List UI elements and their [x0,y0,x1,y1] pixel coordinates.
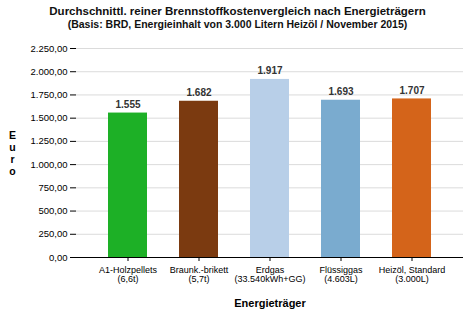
svg-text:Erdgas(33.540kWh+GG): Erdgas(33.540kWh+GG) [235,264,306,283]
svg-text:1.555: 1.555 [115,99,140,110]
svg-text:1.000,00: 1.000,00 [31,158,68,169]
svg-text:1.693: 1.693 [328,86,353,97]
svg-text:Energieträger: Energieträger [234,297,306,309]
svg-text:500,00: 500,00 [38,205,67,216]
svg-text:0,00: 0,00 [49,251,68,262]
svg-text:1.707: 1.707 [399,84,424,95]
svg-text:A1-Holzpellets(6,6t): A1-Holzpellets(6,6t) [99,264,158,283]
html-text:Durchschnittl. reiner Brennsto: Durchschnittl. reiner Brennstoffkostenve… [49,5,426,17]
svg-text:Braunk.-brikett(5,7t): Braunk.-brikett(5,7t) [170,264,229,283]
html-text:(Basis: BRD, Energieinhalt von: (Basis: BRD, Energieinhalt von 3.000 Lit… [67,18,408,31]
svg-text:2.000,00: 2.000,00 [31,65,68,76]
svg-text:1.500,00: 1.500,00 [31,112,68,123]
svg-text:1.682: 1.682 [186,87,211,98]
svg-text:1.917: 1.917 [257,65,282,76]
svg-text:Euro: Euro [9,128,16,176]
svg-text:1.250,00: 1.250,00 [31,135,68,146]
svg-text:750,00: 750,00 [38,181,67,192]
svg-text:250,00: 250,00 [38,228,67,239]
svg-text:2.250,00: 2.250,00 [31,42,68,53]
svg-text:Flüssiggas(4.603L): Flüssiggas(4.603L) [319,264,363,283]
svg-text:1.750,00: 1.750,00 [31,88,68,99]
svg-text:Heizöl, Standard(3.000L): Heizöl, Standard(3.000L) [379,264,446,283]
